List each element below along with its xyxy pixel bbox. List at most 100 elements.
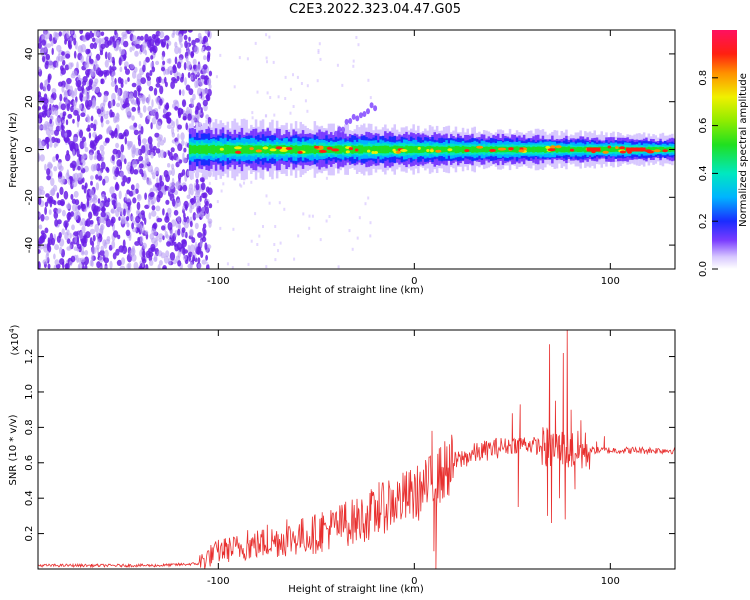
spectrogram-noise-cell: [187, 72, 191, 79]
spectrogram-faint-cell: [265, 194, 268, 198]
spectrogram-faint-cell: [238, 56, 241, 60]
spectrogram-noise-cell: [52, 156, 56, 163]
spectrogram-noise-cell: [196, 246, 202, 256]
spectrogram-noise-cell: [84, 250, 89, 256]
spectrogram-noise-cell: [55, 153, 59, 161]
spectrogram-hot-cell: [518, 149, 525, 153]
spectrogram-band-cell: [381, 145, 385, 154]
spectrogram-noise-cell: [208, 70, 213, 77]
spectrogram-band-cell: [421, 146, 425, 153]
spectrogram-noise-cell: [145, 250, 151, 259]
spectrogram-noise-cell: [85, 99, 89, 109]
figure-title: C2E3.2022.323.04.47.G05: [288, 2, 462, 17]
spectrogram-noise-cell: [128, 234, 132, 242]
spectrogram-noise-cell: [48, 209, 52, 215]
spectrogram-band-cell: [482, 146, 486, 153]
spectrogram-faint-cell: [337, 265, 340, 269]
spectrogram-noise-cell: [154, 166, 160, 175]
spectrogram-noise-cell: [131, 222, 135, 230]
spectrogram-noise-cell: [76, 158, 80, 167]
spectrogram-noise-cell: [124, 61, 129, 68]
spectrogram-noise-cell: [100, 150, 105, 157]
spectrogram-faint-cell: [247, 262, 250, 266]
spectrogram-noise-cell: [188, 254, 192, 262]
spectrogram-noise-cell: [107, 197, 111, 203]
spectrogram-noise-cell: [84, 61, 90, 69]
spectrogram-hot-cell: [547, 148, 556, 152]
spectrogram-faint-cell: [318, 42, 321, 46]
spectrogram-faint-cell: [256, 243, 259, 246]
spectrogram-noise-cell: [173, 209, 179, 216]
spectrogram-noise-cell: [186, 153, 190, 160]
spectrogram-faint-cell: [272, 60, 275, 64]
spectrogram-noise-cell: [104, 249, 109, 258]
spectrogram-noise-cell: [172, 198, 176, 207]
spectrogram-noise-cell: [199, 195, 202, 202]
spectrogram-noise-cell: [41, 232, 47, 240]
spectrogram-faint-cell: [226, 262, 229, 266]
spectrogram-faint-cell: [279, 241, 282, 245]
spectrogram-noise-cell: [165, 102, 169, 111]
spectrogram-noise-cell: [120, 215, 126, 224]
spectrogram-streak-cell: [369, 102, 374, 109]
spectrogram-noise-cell: [125, 68, 130, 75]
spectrogram-noise-cell: [58, 165, 64, 172]
spectrogram-faint-cell: [358, 216, 361, 220]
spectrogram-noise-cell: [115, 142, 120, 149]
spectrogram-band-cell: [395, 145, 399, 154]
spectrogram-band-cell: [238, 144, 241, 155]
spectrogram-noise-cell: [85, 231, 91, 239]
spectrogram-noise-cell: [165, 199, 170, 205]
spectrogram-band-cell: [306, 145, 309, 154]
spectrogram-noise-cell: [162, 60, 166, 66]
colorbar-tick-label: 0.6: [698, 118, 709, 134]
spectrogram-hot-cell: [489, 148, 496, 152]
spectrogram-noise-cell: [73, 37, 77, 46]
spectrogram-faint-cell: [319, 57, 322, 61]
spectrogram-noise-cell: [146, 157, 150, 165]
spectrogram-band-cell: [313, 145, 317, 154]
spectrogram-band-cell: [494, 146, 498, 153]
spectrogram-noise-cell: [122, 175, 128, 183]
spectrogram-noise-cell: [123, 40, 129, 48]
spectrogram-noise-cell: [38, 197, 42, 206]
spectrogram-band-cell: [605, 146, 608, 153]
spectrogram-noise-cell: [115, 248, 120, 256]
spectrogram-band-cell: [539, 146, 542, 153]
spectrogram-band-cell: [614, 147, 618, 152]
spectrogram-noise-cell: [206, 263, 210, 269]
spectrogram-noise-cell: [95, 231, 99, 238]
spectrogram-noise-cell: [185, 122, 188, 131]
spectrogram-faint-cell: [196, 197, 199, 201]
spectrogram-noise-cell: [63, 190, 69, 200]
spectrogram-band-cell: [621, 147, 625, 152]
spectrogram-faint-cell: [199, 123, 202, 127]
spectrogram-noise-cell: [47, 237, 51, 245]
spectrogram-noise-cell: [180, 132, 185, 141]
spectrogram-band-cell: [471, 146, 474, 153]
spectrogram-band-cell: [266, 146, 269, 154]
spectrogram-band-cell: [405, 145, 408, 154]
spectrogram-noise-cell: [80, 201, 84, 208]
spectrogram-band-cell: [478, 146, 481, 153]
spectrogram-streak-cell: [362, 111, 367, 117]
spectrogram-band-cell: [245, 145, 248, 154]
spectrogram-noise-cell: [71, 198, 77, 204]
spectrogram-band-cell: [374, 146, 378, 153]
spectrogram-noise-cell: [133, 169, 139, 175]
spectrogram-noise-cell: [51, 88, 57, 94]
spectrogram-hot-cell: [545, 145, 551, 149]
spectrogram-noise-cell: [136, 193, 142, 202]
spectrogram-hot-cell: [275, 146, 283, 150]
spectrogram-noise-cell: [41, 39, 46, 46]
spectrogram-noise-cell: [112, 60, 116, 67]
spectrogram-noise-cell: [187, 30, 193, 33]
spectrogram-noise-cell: [178, 89, 182, 96]
spectrogram-noise-cell: [119, 66, 123, 73]
spectrogram-faint-cell: [274, 258, 277, 262]
spectrogram-noise-cell: [63, 134, 69, 142]
spectrogram-noise-cell: [72, 99, 78, 107]
spectrogram-band-cell: [537, 146, 540, 153]
spectrogram-noise-cell: [197, 232, 203, 238]
